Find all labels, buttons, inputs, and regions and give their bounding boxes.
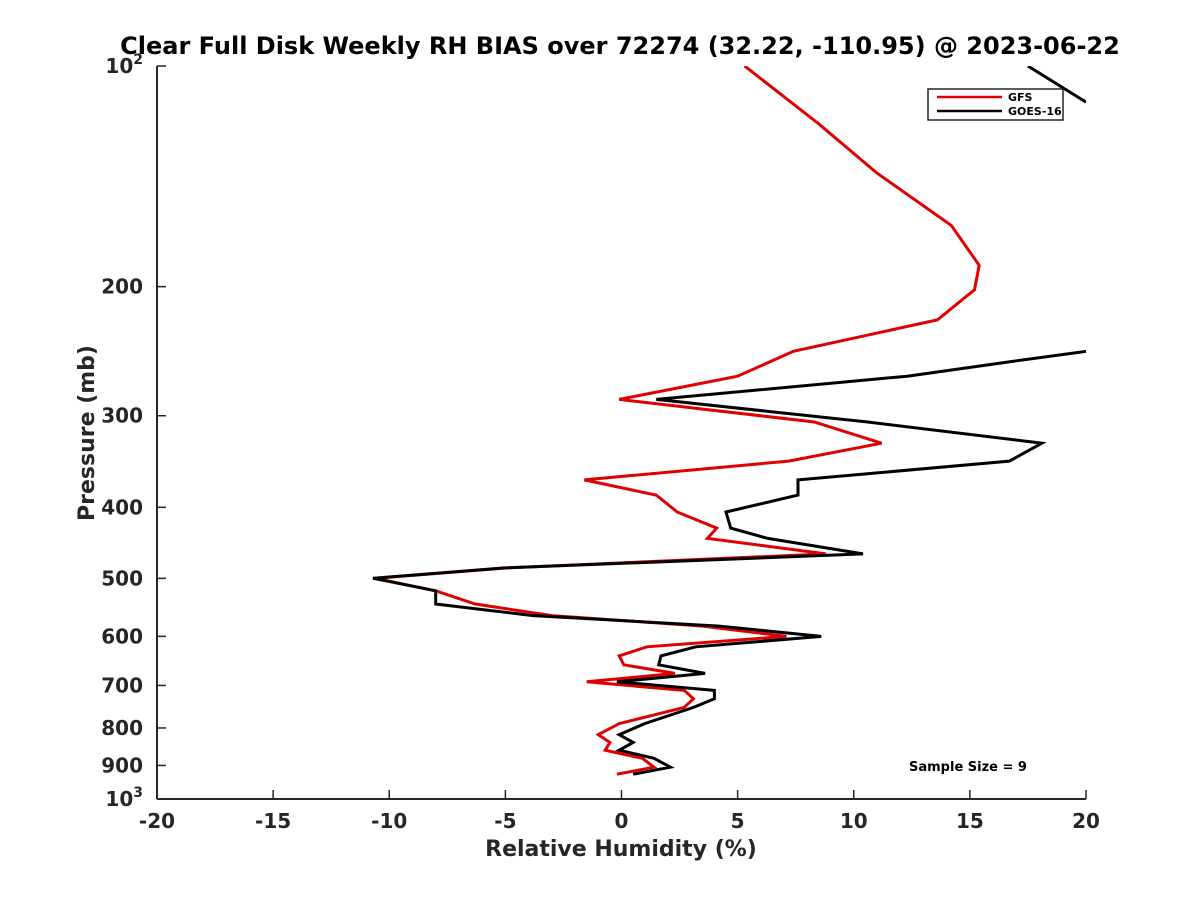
y-tick-label: 800 <box>101 716 143 740</box>
y-tick-label: 200 <box>101 275 143 299</box>
x-tick-label: 10 <box>840 809 868 833</box>
series-line-goes16-2 <box>372 349 1086 776</box>
y-tick-label: 500 <box>101 566 143 590</box>
chart-title: Clear Full Disk Weekly RH BIAS over 7227… <box>120 32 1120 60</box>
y-tick-label: 400 <box>101 495 143 519</box>
plot-area <box>156 66 1086 800</box>
legend-box <box>927 88 1064 121</box>
legend: GFS GOES-16 <box>927 88 1064 121</box>
x-axis-label: Relative Humidity (%) <box>485 837 757 862</box>
x-tick-label: -5 <box>494 809 516 833</box>
plot-box <box>157 66 1086 799</box>
sample-size-annotation: Sample Size = 9 <box>909 760 1027 775</box>
y-tick-label: 300 <box>101 404 143 428</box>
y-axis-label: Pressure (mb) <box>75 345 100 521</box>
y-tick-label: 900 <box>101 753 143 777</box>
x-tick-label: 20 <box>1072 809 1100 833</box>
x-tick-label: -20 <box>139 809 175 833</box>
x-tick-label: -15 <box>255 809 291 833</box>
series-layer <box>372 66 1086 776</box>
y-tick-label: 700 <box>101 673 143 697</box>
x-tick-label: 15 <box>956 809 984 833</box>
series-line-goes16-1 <box>1027 66 1086 104</box>
x-axis-ticks: -20 -15 -10 -5 0 5 10 15 20 <box>139 790 1100 833</box>
x-tick-label: 5 <box>731 809 745 833</box>
legend-label-goes16: GOES-16 <box>1008 105 1062 118</box>
x-tick-label: 0 <box>615 809 629 833</box>
y-tick-label: 600 <box>101 624 143 648</box>
legend-label-gfs: GFS <box>1008 91 1033 104</box>
x-tick-label: -10 <box>371 809 407 833</box>
